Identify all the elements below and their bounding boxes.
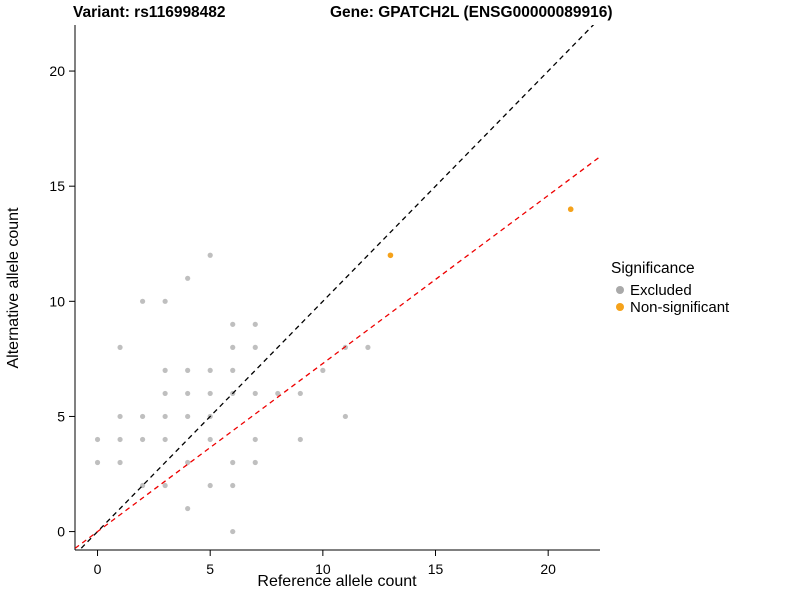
legend-item-excluded: Excluded xyxy=(616,282,692,299)
data-point-excluded xyxy=(162,298,168,304)
data-point-excluded xyxy=(139,436,146,443)
lines-layer xyxy=(75,25,600,550)
non-significant-dot-icon xyxy=(616,303,624,311)
data-point-excluded xyxy=(185,505,191,512)
x-axis-title: Reference allele count xyxy=(257,573,417,590)
y-tick-label: 20 xyxy=(49,63,65,79)
data-point-excluded xyxy=(185,367,191,373)
data-point-excluded xyxy=(207,367,213,373)
y-tick-label: 10 xyxy=(49,293,65,309)
y-tick-label: 15 xyxy=(49,178,65,194)
data-point-excluded xyxy=(230,321,236,327)
data-point-excluded xyxy=(185,413,191,420)
data-point-non-significant xyxy=(567,206,574,213)
data-point-excluded xyxy=(185,390,191,397)
data-point-excluded xyxy=(162,390,168,397)
data-point-excluded xyxy=(162,436,168,443)
data-point-excluded xyxy=(252,459,258,466)
regression-line xyxy=(75,156,600,549)
data-point-excluded xyxy=(162,367,168,373)
data-point-excluded xyxy=(275,390,281,397)
identity-line xyxy=(78,25,595,550)
x-tick-label: 20 xyxy=(540,561,556,577)
data-point-excluded xyxy=(207,390,213,397)
data-point-excluded xyxy=(139,413,146,420)
chart-title-gene: Gene: GPATCH2L (ENSG00000089916) xyxy=(330,4,613,21)
data-point-excluded xyxy=(162,413,168,420)
data-point-excluded xyxy=(207,436,213,443)
data-point-excluded xyxy=(297,390,303,397)
data-point-excluded xyxy=(162,482,168,489)
excluded-dot-icon xyxy=(616,286,624,294)
data-point-excluded xyxy=(230,528,236,535)
y-axis-title: Alternative allele count xyxy=(5,207,22,369)
data-point-excluded xyxy=(117,344,123,350)
data-point-excluded xyxy=(230,459,236,466)
data-point-excluded xyxy=(207,252,213,258)
legend-item-label: Excluded xyxy=(630,282,692,299)
data-point-excluded xyxy=(185,275,191,281)
x-tick-label: 10 xyxy=(315,561,331,577)
data-point-excluded xyxy=(342,413,348,420)
points-layer xyxy=(94,206,574,535)
data-point-excluded xyxy=(230,344,236,350)
legend: Significance Excluded Non-significant xyxy=(611,260,730,316)
data-point-excluded xyxy=(252,344,258,350)
data-point-excluded xyxy=(230,482,236,489)
data-point-excluded xyxy=(365,344,371,350)
legend-item-label: Non-significant xyxy=(630,299,730,316)
y-tick-label: 0 xyxy=(57,524,65,540)
data-point-excluded xyxy=(252,436,258,443)
data-point-excluded xyxy=(139,298,146,304)
x-tick-label: 0 xyxy=(94,561,102,577)
data-point-excluded xyxy=(185,459,191,466)
data-point-excluded xyxy=(297,436,303,443)
legend-item-non-significant: Non-significant xyxy=(616,299,730,316)
plot-panel: 0 5 10 15 20 0 5 10 15 20 xyxy=(49,25,600,577)
data-point-excluded xyxy=(117,436,123,443)
chart-title-variant: Variant: rs116998482 xyxy=(73,4,226,21)
legend-title: Significance xyxy=(611,260,695,277)
data-point-excluded xyxy=(117,459,123,466)
x-tick-label: 15 xyxy=(428,561,444,577)
data-point-excluded xyxy=(94,459,101,466)
data-point-non-significant xyxy=(387,252,394,259)
data-point-excluded xyxy=(252,390,258,397)
x-tick-label: 5 xyxy=(206,561,214,577)
data-point-excluded xyxy=(117,413,123,420)
data-point-excluded xyxy=(94,436,101,443)
data-point-excluded xyxy=(207,482,213,489)
data-point-excluded xyxy=(252,321,258,327)
data-point-excluded xyxy=(230,367,236,373)
y-tick-label: 5 xyxy=(57,408,65,424)
data-point-excluded xyxy=(320,367,326,373)
